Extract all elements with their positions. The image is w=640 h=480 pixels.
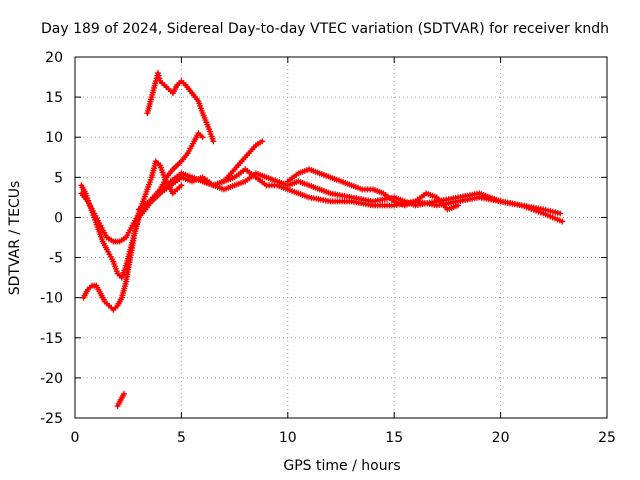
x-tick-label: 0 [71,430,80,446]
chart-title: Day 189 of 2024, Sidereal Day-to-day VTE… [41,21,609,37]
axis-ticks: 0 5 10 15 20 25 -25 -20 -15 -10 -5 0 5 10 15 20 [40,50,616,446]
y-tick-label: 5 [54,170,63,186]
x-tick-label: 5 [177,430,186,446]
y-tick-label: -10 [40,291,63,307]
y-axis-label: SDTVAR / TECUs [7,181,23,296]
x-tick-label: 10 [279,430,297,446]
data-point-marker [455,202,462,209]
y-tick-label: -20 [40,371,63,387]
x-axis-label: GPS time / hours [283,458,400,474]
y-tick-label: 15 [45,90,63,106]
data-point-marker [259,138,266,145]
y-tick-label: 10 [45,130,63,146]
plot-frame [74,56,608,419]
data-point-marker [199,134,206,141]
data-point-marker [557,210,564,217]
data-point-marker [156,75,163,82]
x-tick-label: 25 [598,430,616,446]
data-points [78,70,566,409]
data-point-marker [559,218,566,225]
y-tick-label: -5 [49,251,63,267]
y-tick-label: -25 [40,411,63,427]
data-point-marker [210,138,217,145]
y-tick-label: 0 [54,210,63,226]
data-point-marker [154,70,161,77]
y-tick-label: -15 [40,331,63,347]
y-tick-label: 20 [45,50,63,66]
x-tick-label: 15 [385,430,403,446]
x-tick-label: 20 [492,430,510,446]
data-point-marker [120,390,127,397]
data-point-marker [178,182,185,189]
data-point-marker [155,72,162,79]
